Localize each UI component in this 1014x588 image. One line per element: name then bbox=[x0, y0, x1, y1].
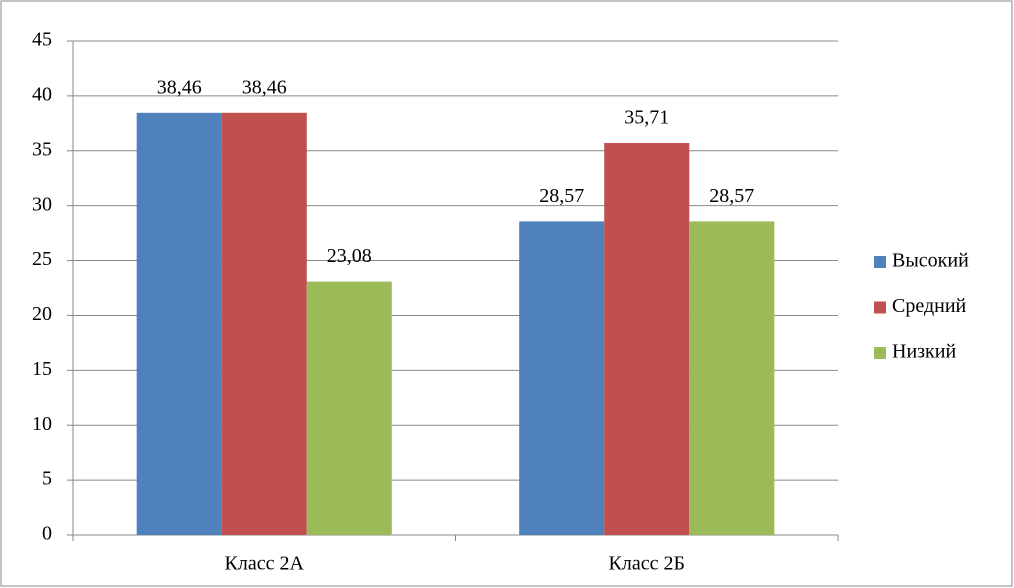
y-tick-label: 0 bbox=[42, 523, 52, 545]
legend-label: Низкий bbox=[892, 341, 956, 363]
y-tick-label: 10 bbox=[32, 413, 52, 435]
y-tick-label: 25 bbox=[32, 248, 52, 270]
y-tick-label: 5 bbox=[42, 468, 52, 490]
y-tick-label: 35 bbox=[32, 138, 52, 160]
x-tick-label: Класс 2А bbox=[225, 553, 305, 575]
y-tick-label: 15 bbox=[32, 358, 52, 380]
y-tick-label: 30 bbox=[32, 193, 52, 215]
legend-swatch bbox=[874, 301, 886, 314]
value-label: 23,08 bbox=[327, 245, 372, 267]
bar bbox=[136, 112, 222, 535]
y-tick-label: 45 bbox=[32, 29, 52, 51]
value-label: 35,71 bbox=[624, 107, 669, 129]
legend-swatch bbox=[874, 347, 886, 359]
bar bbox=[306, 281, 392, 535]
legend-swatch bbox=[874, 256, 886, 268]
value-label: 38,46 bbox=[242, 76, 287, 98]
value-label: 28,57 bbox=[539, 185, 584, 207]
bar bbox=[604, 142, 690, 535]
y-tick-label: 20 bbox=[32, 303, 52, 325]
legend-label: Высокий bbox=[892, 250, 969, 272]
value-label: 28,57 bbox=[709, 185, 754, 207]
bar bbox=[689, 221, 775, 536]
x-tick-label: Класс 2Б bbox=[609, 553, 685, 575]
bar bbox=[221, 112, 307, 535]
legend-label: Средний bbox=[892, 295, 967, 317]
y-tick-label: 40 bbox=[32, 83, 52, 105]
value-label: 38,46 bbox=[157, 76, 202, 98]
bar bbox=[519, 221, 605, 536]
